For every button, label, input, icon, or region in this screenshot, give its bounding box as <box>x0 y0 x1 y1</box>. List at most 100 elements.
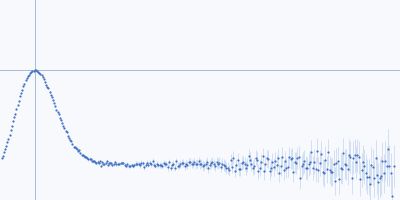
Point <box>246 155 252 158</box>
Point <box>329 171 336 174</box>
Point <box>65 134 71 137</box>
Point <box>100 162 106 165</box>
Point <box>17 95 23 98</box>
Point <box>108 162 114 165</box>
Point <box>241 163 248 166</box>
Point <box>34 70 40 73</box>
Point <box>57 117 63 120</box>
Point <box>370 166 376 169</box>
Point <box>1 151 7 154</box>
Point <box>173 160 180 163</box>
Point <box>61 126 68 129</box>
Point <box>136 162 142 165</box>
Point <box>312 168 319 171</box>
Point <box>186 161 192 164</box>
Point <box>184 163 190 166</box>
Point <box>328 171 334 174</box>
Point <box>304 167 310 170</box>
Point <box>248 162 255 166</box>
Point <box>123 164 129 167</box>
Point <box>88 158 94 161</box>
Point <box>368 164 374 167</box>
Point <box>275 156 281 160</box>
Point <box>227 158 234 162</box>
Point <box>376 176 383 180</box>
Point <box>117 162 124 165</box>
Point <box>342 162 348 165</box>
Point <box>29 69 36 73</box>
Point <box>2 148 8 151</box>
Point <box>142 163 149 166</box>
Point <box>37 72 44 75</box>
Point <box>90 160 96 163</box>
Point <box>8 129 14 132</box>
Point <box>3 144 9 147</box>
Point <box>314 149 320 152</box>
Point <box>365 176 372 179</box>
Point <box>338 167 344 170</box>
Point <box>54 111 61 114</box>
Point <box>149 159 156 162</box>
Point <box>24 76 30 80</box>
Point <box>268 166 274 169</box>
Point <box>126 164 132 168</box>
Point <box>257 166 263 170</box>
Point <box>220 164 227 167</box>
Point <box>216 161 223 165</box>
Point <box>99 161 105 164</box>
Point <box>6 133 13 136</box>
Point <box>272 160 278 163</box>
Point <box>177 162 184 166</box>
Point <box>372 157 379 160</box>
Point <box>120 161 126 164</box>
Point <box>16 100 22 103</box>
Point <box>262 162 269 166</box>
Point <box>104 160 110 163</box>
Point <box>156 163 163 166</box>
Point <box>180 162 186 165</box>
Point <box>182 165 188 168</box>
Point <box>192 163 199 166</box>
Point <box>166 160 172 164</box>
Point <box>218 165 224 168</box>
Point <box>36 71 42 74</box>
Point <box>360 161 366 164</box>
Point <box>236 167 242 171</box>
Point <box>73 146 79 150</box>
Point <box>362 171 369 174</box>
Point <box>21 82 28 85</box>
Point <box>265 157 272 161</box>
Point <box>219 162 226 165</box>
Point <box>278 165 284 168</box>
Point <box>162 163 168 166</box>
Point <box>349 176 355 179</box>
Point <box>270 166 277 169</box>
Point <box>53 108 60 111</box>
Point <box>311 160 318 163</box>
Point <box>137 164 143 167</box>
Point <box>233 164 239 167</box>
Point <box>279 155 285 158</box>
Point <box>375 180 382 183</box>
Point <box>70 145 77 148</box>
Point <box>307 160 313 163</box>
Point <box>318 153 324 156</box>
Point <box>209 161 216 164</box>
Point <box>11 116 17 119</box>
Point <box>116 162 122 165</box>
Point <box>237 167 244 171</box>
Point <box>303 166 309 169</box>
Point <box>81 154 87 157</box>
Point <box>187 160 193 163</box>
Point <box>74 148 80 151</box>
Point <box>202 163 209 166</box>
Point <box>102 162 109 165</box>
Point <box>72 145 78 149</box>
Point <box>354 154 360 157</box>
Point <box>343 163 350 166</box>
Point <box>234 158 241 161</box>
Point <box>144 161 150 165</box>
Point <box>69 142 76 145</box>
Point <box>25 75 31 78</box>
Point <box>356 156 362 159</box>
